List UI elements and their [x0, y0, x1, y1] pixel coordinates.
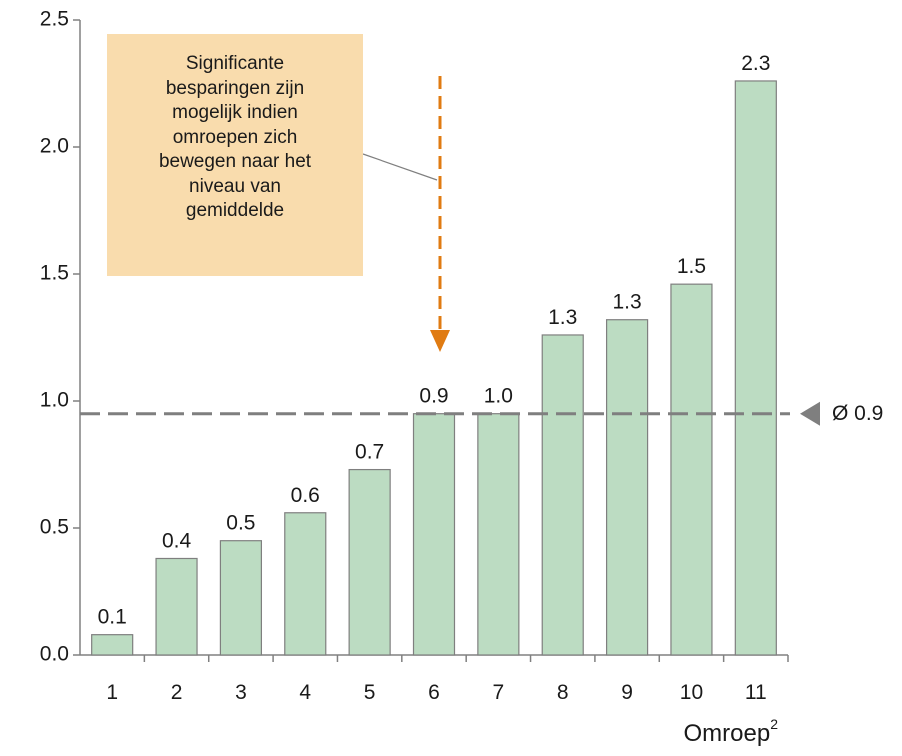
data-label: 1.3: [548, 306, 577, 329]
callout-line: Significante: [185, 53, 285, 74]
average-label: Ø 0.9: [832, 402, 883, 425]
data-label: 0.4: [162, 529, 192, 552]
callout-line: omroepen zich: [172, 126, 298, 148]
x-tick-label: 1: [106, 681, 118, 704]
x-tick-label: 2: [171, 681, 183, 704]
data-label: 2.3: [741, 52, 770, 75]
bar: [91, 634, 134, 656]
data-label: 1.5: [677, 255, 706, 278]
y-tick-label: 2.5: [40, 8, 69, 31]
x-tick-label: 4: [299, 681, 311, 704]
callout-line: bewegen naar het: [158, 151, 312, 172]
data-label: 1.0: [484, 385, 513, 408]
x-tick-label: 7: [493, 681, 505, 704]
x-tick-label: 11: [745, 681, 767, 704]
bar: [284, 512, 327, 656]
x-tick-label: 5: [364, 681, 376, 704]
callout-line: mogelijk indien: [172, 102, 298, 123]
x-axis-title: Omroep2: [683, 716, 779, 748]
x-tick-label: 3: [235, 681, 247, 704]
x-tick-label: 9: [621, 681, 633, 704]
bar: [670, 283, 713, 656]
bar: [348, 468, 391, 656]
callout-line: gemiddelde: [185, 200, 285, 221]
data-label: 0.6: [291, 484, 320, 507]
data-label: 0.5: [226, 512, 255, 535]
callout-box: Significante besparingen zijn mogelijk i…: [107, 34, 363, 276]
x-axis-title-superscript: 2: [770, 716, 778, 732]
data-label: 1.3: [612, 291, 641, 314]
x-tick-label: 8: [557, 681, 569, 704]
y-tick-label: 0.0: [40, 643, 69, 666]
data-label: 0.7: [355, 441, 384, 464]
bar: [155, 557, 198, 656]
bar: [541, 334, 584, 656]
bar: [734, 80, 777, 656]
y-tick-label: 1.0: [40, 389, 69, 412]
average-marker-triangle: [800, 401, 820, 426]
x-tick-label: 10: [680, 681, 703, 704]
bar: [477, 413, 520, 656]
callout-leader-line: [362, 153, 438, 181]
callout-line: besparingen zijn: [165, 77, 305, 99]
y-tick-label: 2.0: [40, 135, 69, 158]
bar: [412, 413, 456, 656]
x-tick-label: 6: [428, 681, 440, 704]
callout-line: niveau van: [189, 175, 281, 197]
data-label: 0.9: [419, 385, 448, 408]
y-tick-label: 0.5: [40, 516, 69, 539]
bar: [605, 319, 649, 656]
arrow-head: [430, 330, 450, 352]
y-tick-label: 1.5: [40, 262, 69, 285]
bar: [219, 540, 263, 656]
x-axis-title-text: Omroep: [683, 720, 771, 747]
data-label: 0.1: [98, 606, 127, 629]
